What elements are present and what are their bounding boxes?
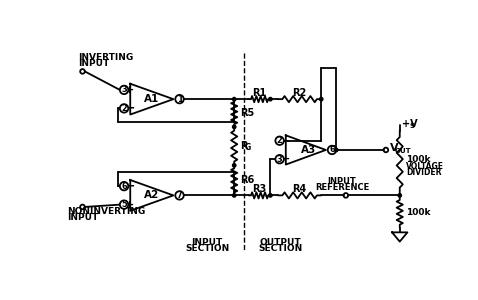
- Text: NONINVERTING: NONINVERTING: [67, 207, 145, 216]
- Text: R3: R3: [252, 184, 267, 194]
- Circle shape: [275, 155, 284, 164]
- Circle shape: [275, 136, 284, 145]
- Circle shape: [232, 98, 236, 101]
- Text: R1: R1: [252, 88, 267, 98]
- Text: DIVIDER: DIVIDER: [406, 168, 441, 177]
- Text: INPUT: INPUT: [192, 238, 223, 247]
- Text: REFERENCE: REFERENCE: [315, 183, 369, 192]
- Text: SECTION: SECTION: [258, 244, 303, 253]
- Text: V: V: [390, 143, 398, 153]
- Text: +: +: [281, 154, 290, 164]
- Text: R: R: [240, 141, 248, 151]
- Text: 100k: 100k: [406, 155, 430, 164]
- Text: INPUT: INPUT: [327, 177, 357, 186]
- Text: −: −: [280, 134, 290, 147]
- Circle shape: [120, 86, 128, 94]
- Circle shape: [120, 200, 128, 209]
- Text: 2: 2: [121, 104, 127, 113]
- Text: 6: 6: [329, 146, 335, 154]
- Circle shape: [269, 194, 272, 197]
- Circle shape: [328, 146, 336, 154]
- Text: G: G: [244, 143, 250, 152]
- Text: INPUT: INPUT: [78, 59, 109, 68]
- Circle shape: [120, 104, 128, 112]
- Circle shape: [269, 98, 272, 101]
- Text: 7: 7: [177, 191, 183, 200]
- Text: −: −: [124, 102, 135, 115]
- Text: 3: 3: [277, 155, 282, 164]
- Text: +: +: [125, 200, 134, 210]
- Circle shape: [232, 164, 236, 167]
- Text: INPUT: INPUT: [67, 213, 98, 222]
- Circle shape: [232, 194, 236, 197]
- Text: A3: A3: [301, 145, 316, 155]
- Circle shape: [319, 98, 323, 101]
- Text: S: S: [410, 123, 415, 129]
- Text: A2: A2: [144, 190, 160, 200]
- Text: 100k: 100k: [406, 208, 430, 217]
- Text: VOLTAGE: VOLTAGE: [406, 162, 444, 171]
- Circle shape: [175, 191, 184, 200]
- Text: 1: 1: [176, 94, 183, 103]
- Circle shape: [120, 182, 128, 190]
- Text: INVERTING: INVERTING: [78, 53, 133, 62]
- Text: 3: 3: [121, 85, 127, 94]
- Text: R4: R4: [293, 184, 307, 194]
- Text: R2: R2: [293, 88, 307, 98]
- Text: OUT: OUT: [395, 148, 412, 154]
- Text: R5: R5: [240, 108, 255, 118]
- Text: +V: +V: [402, 119, 418, 129]
- Text: 5: 5: [121, 200, 127, 209]
- Circle shape: [232, 125, 236, 129]
- Circle shape: [398, 194, 402, 197]
- Text: OUTPUT: OUTPUT: [260, 238, 301, 247]
- Text: R6: R6: [240, 176, 255, 185]
- Circle shape: [335, 148, 338, 152]
- Text: −: −: [124, 180, 135, 193]
- Text: 6: 6: [121, 182, 127, 191]
- Text: 2: 2: [277, 136, 282, 145]
- Text: SECTION: SECTION: [185, 244, 229, 253]
- Text: +: +: [125, 85, 134, 95]
- Circle shape: [175, 95, 184, 103]
- Text: A1: A1: [144, 94, 160, 104]
